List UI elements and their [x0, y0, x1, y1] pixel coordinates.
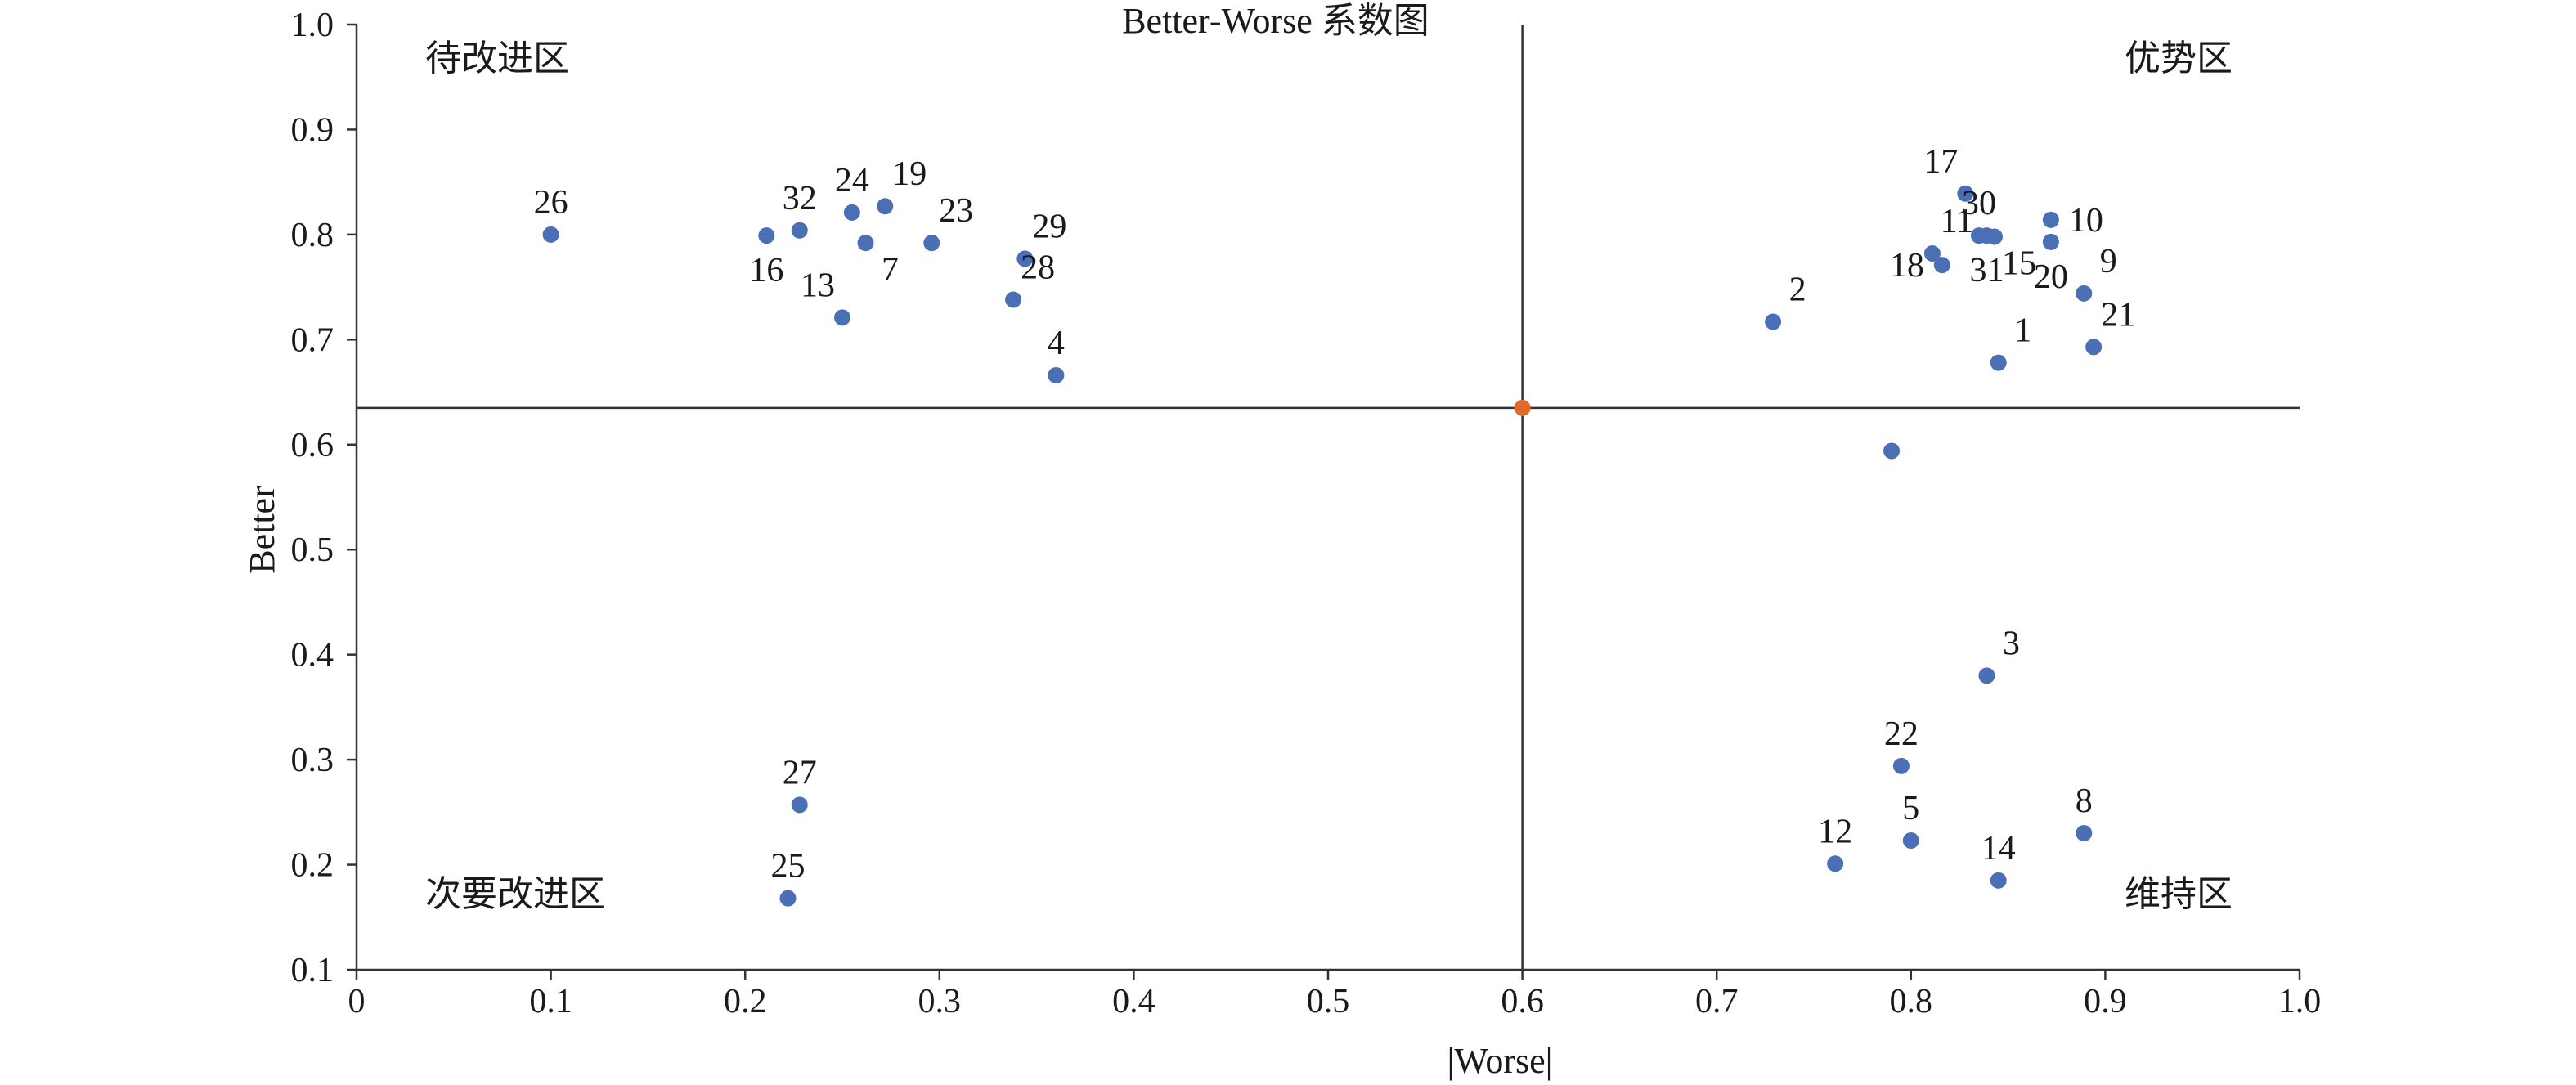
scatter-point: [1765, 313, 1782, 330]
scatter-point: [2042, 233, 2059, 250]
point-label: 29: [1032, 208, 1066, 245]
quadrant-label-top-left: 待改进区: [425, 38, 569, 78]
point-label: 21: [2101, 296, 2135, 334]
point-label: 16: [749, 252, 783, 289]
scatter-point: [843, 204, 860, 221]
point-label: 11: [1941, 203, 1973, 240]
point-label: 2: [1789, 271, 1806, 308]
x-tick-label: 0.5: [1307, 983, 1350, 1020]
scatter-point: [1978, 667, 1995, 684]
scatter-point: [1990, 354, 2007, 371]
point-label: 27: [783, 754, 817, 791]
scatter-point: [791, 796, 808, 814]
scatter-point: [1016, 250, 1034, 267]
y-tick-label: 0.9: [291, 111, 334, 149]
point-label: 25: [770, 848, 805, 885]
quadrant-label-top-right: 优势区: [2125, 38, 2233, 78]
chart-title: Better-Worse 系数图: [1122, 1, 1429, 41]
y-tick-label: 0.1: [291, 952, 334, 989]
scatter-point: [758, 227, 775, 244]
point-label: 7: [882, 251, 899, 289]
scatter-point: [1902, 832, 1919, 850]
point-label: 15: [2002, 244, 2036, 282]
point-label: 1: [2014, 312, 2031, 350]
x-tick-label: 0.3: [918, 983, 962, 1020]
mean-point: [1514, 399, 1531, 416]
scatter-point: [779, 890, 797, 907]
scatter-point: [2085, 339, 2103, 356]
scatter-point: [791, 222, 808, 239]
x-axis-ticks: 0 0.1 0.2 0.3 0.4 0.5 0.6 0.7 0.8 0.9 1.0: [348, 970, 2322, 1020]
quadrant-label-bottom-left: 次要改进区: [425, 874, 605, 914]
y-axis-ticks: 0.1 0.2 0.3 0.4 0.5 0.6 0.7 0.8 0.9 1.0: [291, 7, 357, 989]
x-tick-label: 0.2: [724, 983, 767, 1020]
scatter-point: [877, 198, 894, 215]
point-label: 13: [801, 267, 835, 304]
scatter-point: [2076, 285, 2093, 302]
x-tick-label: 0.9: [2084, 983, 2127, 1020]
point-label: 28: [1021, 249, 1055, 287]
point-label: 31: [1969, 252, 2004, 289]
scatter-point-labels: 1234578910111213141516171819202122232425…: [534, 143, 2136, 885]
scatter-point: [923, 235, 940, 252]
scatter-point: [1048, 367, 1065, 384]
x-axis-title: |Worse|: [1447, 1041, 1553, 1081]
point-label: 17: [1923, 143, 1958, 181]
x-tick-label: 0.8: [1890, 983, 1933, 1020]
x-tick-label: 0.1: [529, 983, 572, 1020]
scatter-point: [1827, 855, 1844, 872]
point-label: 9: [2100, 243, 2117, 280]
x-tick-label: 0.4: [1112, 983, 1156, 1020]
y-tick-label: 1.0: [291, 7, 334, 44]
scatter-point: [2076, 825, 2093, 842]
x-tick-label: 0: [348, 983, 366, 1020]
point-label: 22: [1884, 715, 1919, 753]
point-label: 23: [939, 192, 973, 230]
scatter-point: [2042, 211, 2059, 228]
point-label: 5: [1902, 790, 1919, 827]
point-label: 14: [1981, 830, 2016, 868]
point-label: 4: [1048, 325, 1065, 362]
y-tick-label: 0.2: [291, 847, 334, 885]
point-label: 12: [1818, 813, 1852, 850]
scatter-point: [1933, 257, 1950, 274]
point-label: 19: [892, 155, 927, 193]
point-label: 30: [1962, 185, 1996, 222]
scatter-point: [1892, 757, 1910, 774]
point-label: 20: [2034, 258, 2068, 296]
scatter-point: [1005, 291, 1022, 308]
scatter-point: [542, 226, 559, 243]
scatter-point: [1990, 872, 2007, 889]
quadrant-label-bottom-right: 维持区: [2125, 874, 2233, 914]
point-label: 18: [1890, 247, 1924, 285]
x-tick-label: 0.7: [1695, 983, 1739, 1020]
scatter-point: [834, 309, 850, 326]
x-tick-label: 0.6: [1501, 983, 1544, 1020]
point-label: 3: [2003, 625, 2020, 662]
point-label: 24: [835, 162, 869, 200]
scatter-point: [1957, 185, 1974, 202]
y-tick-label: 0.6: [291, 427, 334, 464]
point-label: 8: [2076, 782, 2093, 820]
y-tick-label: 0.5: [291, 531, 334, 569]
y-tick-label: 0.4: [291, 637, 334, 675]
scatter-point: [1923, 245, 1941, 262]
point-label: 26: [534, 184, 568, 222]
point-label: 32: [783, 180, 817, 217]
scatter-points: [542, 185, 2103, 907]
y-tick-label: 0.3: [291, 742, 334, 779]
y-tick-label: 0.8: [291, 217, 334, 254]
scatter-point: [1978, 227, 1995, 244]
scatter-point: [857, 235, 874, 252]
y-tick-label: 0.7: [291, 321, 334, 359]
x-tick-label: 1.0: [2278, 983, 2322, 1020]
point-label: 10: [2069, 202, 2103, 240]
y-axis-title: Better: [242, 486, 282, 574]
scatter-point: [1883, 442, 1901, 460]
